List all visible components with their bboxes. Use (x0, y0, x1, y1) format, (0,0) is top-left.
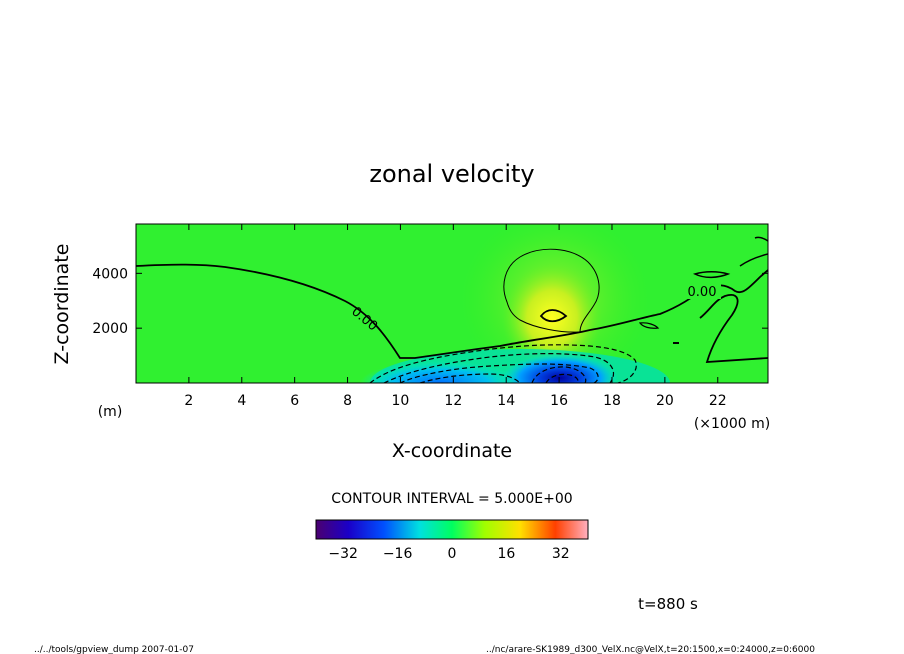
colorbar-tick-label: 16 (497, 546, 515, 562)
colorbar-ticks: −32 −16 0 16 32 (328, 546, 569, 562)
contour-interval-label: CONTOUR INTERVAL = 5.000E+00 (331, 491, 572, 507)
x-tick-label: 16 (550, 393, 568, 409)
colorbar-tick-label: −32 (328, 546, 358, 562)
time-label: t=880 s (638, 595, 698, 613)
chart-title: zonal velocity (369, 160, 534, 188)
negative-contour-25 (545, 373, 579, 383)
x-axis: 2 4 6 8 10 12 14 16 18 20 22 (184, 224, 727, 409)
negative-contour-20a (419, 373, 521, 383)
negative-contour-20b (531, 366, 587, 383)
x-tick-label: 10 (392, 393, 410, 409)
negative-core-shading (502, 354, 618, 383)
negative-contours (369, 344, 637, 383)
colorbar-tick-label: −16 (383, 546, 413, 562)
plot-frame (135, 223, 769, 384)
zero-contour-island-2 (739, 253, 768, 267)
y-unit-label: (m) (98, 404, 123, 420)
x-tick-label: 4 (237, 393, 246, 409)
x-tick-label: 12 (444, 393, 462, 409)
y-axis: 2000 4000 (92, 266, 768, 337)
contour-label-bg (683, 283, 721, 299)
y-tick-label: 2000 (92, 321, 128, 337)
zero-contour-east (699, 294, 768, 363)
footer-right: ../nc/arare-SK1989_d300_VelX.nc@VelX,t=2… (486, 645, 815, 654)
x-tick-label: 20 (656, 393, 674, 409)
negative-contour-15 (399, 363, 599, 383)
negative-contour-5 (369, 344, 637, 383)
colorbar-tick-label: 32 (552, 546, 570, 562)
x-tick-label: 2 (184, 393, 193, 409)
y-tick-label: 4000 (92, 266, 128, 282)
zero-contour-island-3 (754, 236, 768, 242)
footer-left: ../../tools/gpview_dump 2007-01-07 (34, 645, 194, 654)
x-tick-label: 8 (343, 393, 352, 409)
x-unit-label: (×1000 m) (694, 416, 770, 432)
positive-contour-5 (503, 248, 600, 333)
colorbar-tick-label: 0 (448, 546, 457, 562)
x-tick-label: 22 (709, 393, 727, 409)
zero-contour-island-1 (692, 271, 731, 279)
positive-contour-10 (539, 309, 568, 323)
contour-label: 0.00 (688, 285, 717, 300)
x-tick-label: 18 (603, 393, 621, 409)
x-tick-label: 6 (290, 393, 299, 409)
y-axis-title: Z-coordinate (51, 244, 73, 365)
colorbar (315, 519, 589, 540)
x-tick-label: 14 (497, 393, 515, 409)
heatmap-field (136, 224, 768, 383)
x-axis-title: X-coordinate (392, 440, 512, 462)
zero-contour-island-4 (638, 322, 660, 329)
